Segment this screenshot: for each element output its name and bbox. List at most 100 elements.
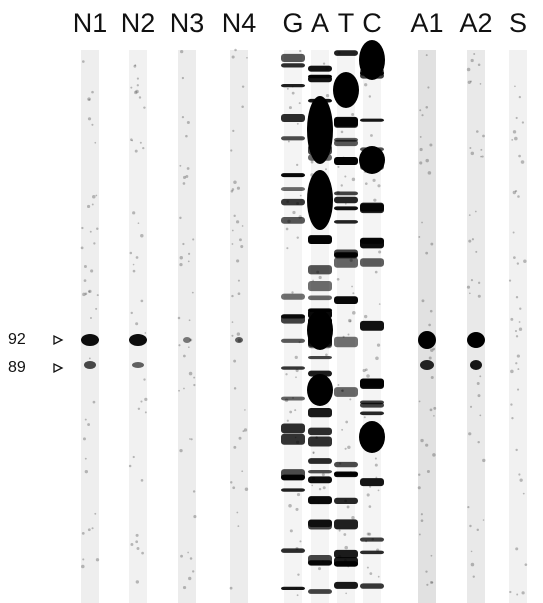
speckle (336, 277, 340, 281)
speckle (482, 519, 485, 521)
speckle (515, 547, 519, 551)
speckle (517, 388, 520, 391)
speckle (94, 512, 97, 515)
speckle (518, 95, 521, 99)
speckle (286, 247, 289, 250)
speckle (429, 143, 433, 147)
speckle (179, 164, 182, 167)
speckle (479, 83, 482, 85)
band (81, 334, 99, 346)
speckle (137, 407, 141, 410)
speckle (179, 263, 183, 267)
speckle (427, 171, 432, 175)
speckle (420, 438, 424, 443)
speckle (365, 368, 368, 372)
lane-label: G (282, 8, 303, 38)
speckle (374, 463, 378, 467)
speckle (420, 513, 423, 516)
speckle (136, 547, 140, 551)
speckle (474, 210, 477, 213)
speckle (430, 554, 433, 557)
band (418, 331, 436, 349)
speckle (468, 214, 471, 216)
speckle (191, 291, 194, 294)
speckle (140, 299, 144, 303)
speckle (322, 62, 326, 65)
speckle (512, 130, 517, 134)
speckle (429, 309, 433, 313)
speckle (477, 63, 481, 67)
speckle (518, 154, 521, 158)
speckle (374, 457, 377, 460)
speckle (233, 180, 237, 185)
ladder-band (308, 476, 332, 484)
speckle (129, 251, 133, 255)
lane-streak (129, 50, 147, 603)
ladder-band (308, 427, 332, 436)
speckle (87, 117, 92, 121)
speckle (84, 292, 88, 296)
ladder-band (360, 238, 384, 244)
ladder-band (308, 281, 332, 292)
speckle (509, 590, 512, 594)
speckle (469, 146, 472, 149)
speckle (425, 570, 428, 573)
speckle (470, 278, 474, 282)
speckle (81, 564, 85, 569)
ladder-band (334, 191, 358, 196)
speckle (236, 332, 241, 336)
speckle (297, 573, 300, 576)
speckle (351, 112, 355, 116)
speckle (136, 84, 139, 87)
blob (307, 96, 333, 164)
ladder-band (281, 469, 305, 480)
speckle (187, 346, 190, 349)
speckle (84, 470, 88, 474)
speckle (288, 504, 292, 508)
ladder-band (308, 589, 332, 594)
ladder-band (334, 497, 358, 505)
speckle (82, 558, 85, 561)
speckle (86, 204, 91, 209)
speckle (192, 570, 195, 573)
ladder-band (281, 396, 305, 401)
speckle (188, 371, 193, 376)
ladder-band (281, 173, 305, 178)
speckle (190, 438, 193, 441)
speckle (130, 86, 133, 89)
ladder-band (334, 157, 358, 166)
speckle (188, 319, 191, 322)
ladder-band (308, 295, 332, 301)
speckle (181, 115, 185, 119)
speckle (135, 533, 139, 537)
ladder-band (334, 549, 358, 559)
speckle (430, 348, 434, 352)
speckle (144, 332, 147, 334)
speckle (140, 400, 143, 403)
speckle (341, 428, 344, 431)
speckle (135, 322, 139, 326)
ladder-band (308, 65, 332, 72)
ladder-band (281, 84, 305, 88)
speckle (429, 408, 433, 412)
speckle (235, 220, 240, 224)
ladder-band (334, 581, 358, 589)
band (470, 360, 482, 370)
ladder-band (360, 118, 384, 122)
band (84, 361, 96, 369)
speckle (132, 211, 136, 215)
speckle (372, 178, 376, 182)
speckle (95, 307, 98, 310)
speckle (419, 109, 422, 112)
speckle (178, 344, 181, 347)
speckle (183, 387, 185, 390)
speckle (425, 251, 429, 255)
speckle (132, 269, 136, 273)
speckle (514, 189, 518, 193)
speckle (232, 486, 236, 490)
speckle (186, 167, 190, 170)
speckle (524, 563, 528, 566)
speckle (369, 572, 373, 575)
speckle (425, 158, 429, 163)
